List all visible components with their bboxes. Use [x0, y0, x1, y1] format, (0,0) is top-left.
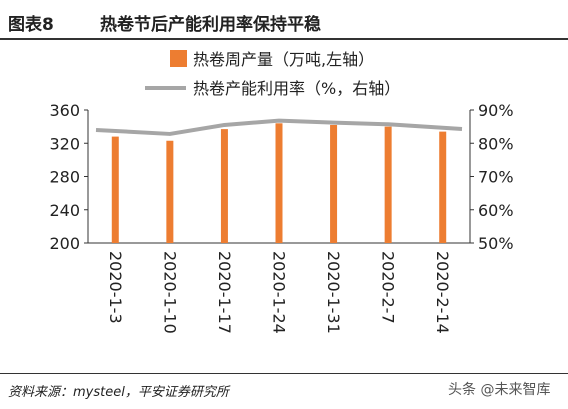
bar — [330, 124, 338, 243]
x-tick-label: 2020-1-31 — [324, 251, 343, 334]
legend-line-label: 热卷产能利用率（%，右轴） — [193, 79, 400, 98]
source-note: 资料来源：mysteel，平安证券研究所 — [8, 385, 229, 400]
y-right-tick-label: 90% — [478, 101, 514, 120]
x-tick-label: 2020-1-17 — [215, 251, 234, 334]
utilization-line — [95, 118, 463, 136]
y-right-tick-label: 80% — [478, 134, 514, 153]
x-tick-label: 2020-2-7 — [379, 251, 398, 324]
x-tick-label: 2020-1-10 — [160, 251, 179, 334]
bar — [384, 126, 392, 243]
y-right-tick-label: 60% — [478, 201, 514, 220]
chart: 热卷周产量（万吨,左轴） 热卷产能利用率（%，右轴） 200 240 280 320 360… — [49, 50, 514, 334]
x-tick-label: 2020-1-3 — [106, 251, 125, 324]
bar — [166, 140, 174, 243]
y-right-tick-label: 70% — [478, 168, 514, 187]
figure-number: 图表8 — [8, 15, 54, 35]
y-left-tick-label: 240 — [49, 201, 80, 220]
figure-title: 热卷节后产能利用率保持平稳 — [100, 15, 321, 35]
header-rule — [0, 38, 568, 40]
watermark: 头条 @未来智库 — [448, 382, 551, 398]
y-left-tick-label: 320 — [49, 134, 80, 153]
legend-bar-swatch — [170, 50, 187, 67]
x-tick-label: 2020-2-14 — [433, 251, 452, 334]
bar — [220, 129, 228, 243]
bar — [439, 131, 447, 243]
footer-rule — [0, 373, 568, 374]
legend-bar-label: 热卷周产量（万吨,左轴） — [193, 50, 374, 69]
y-left-tick-label: 280 — [49, 168, 80, 187]
x-tick-label: 2020-1-24 — [270, 251, 289, 334]
bar — [275, 123, 283, 243]
y-left-tick-label: 200 — [49, 234, 80, 253]
bar — [111, 136, 119, 243]
figure-header: 图表8 热卷节后产能利用率保持平稳 — [0, 0, 568, 40]
y-right-tick-label: 50% — [478, 234, 514, 253]
y-left-tick-label: 360 — [49, 101, 80, 120]
